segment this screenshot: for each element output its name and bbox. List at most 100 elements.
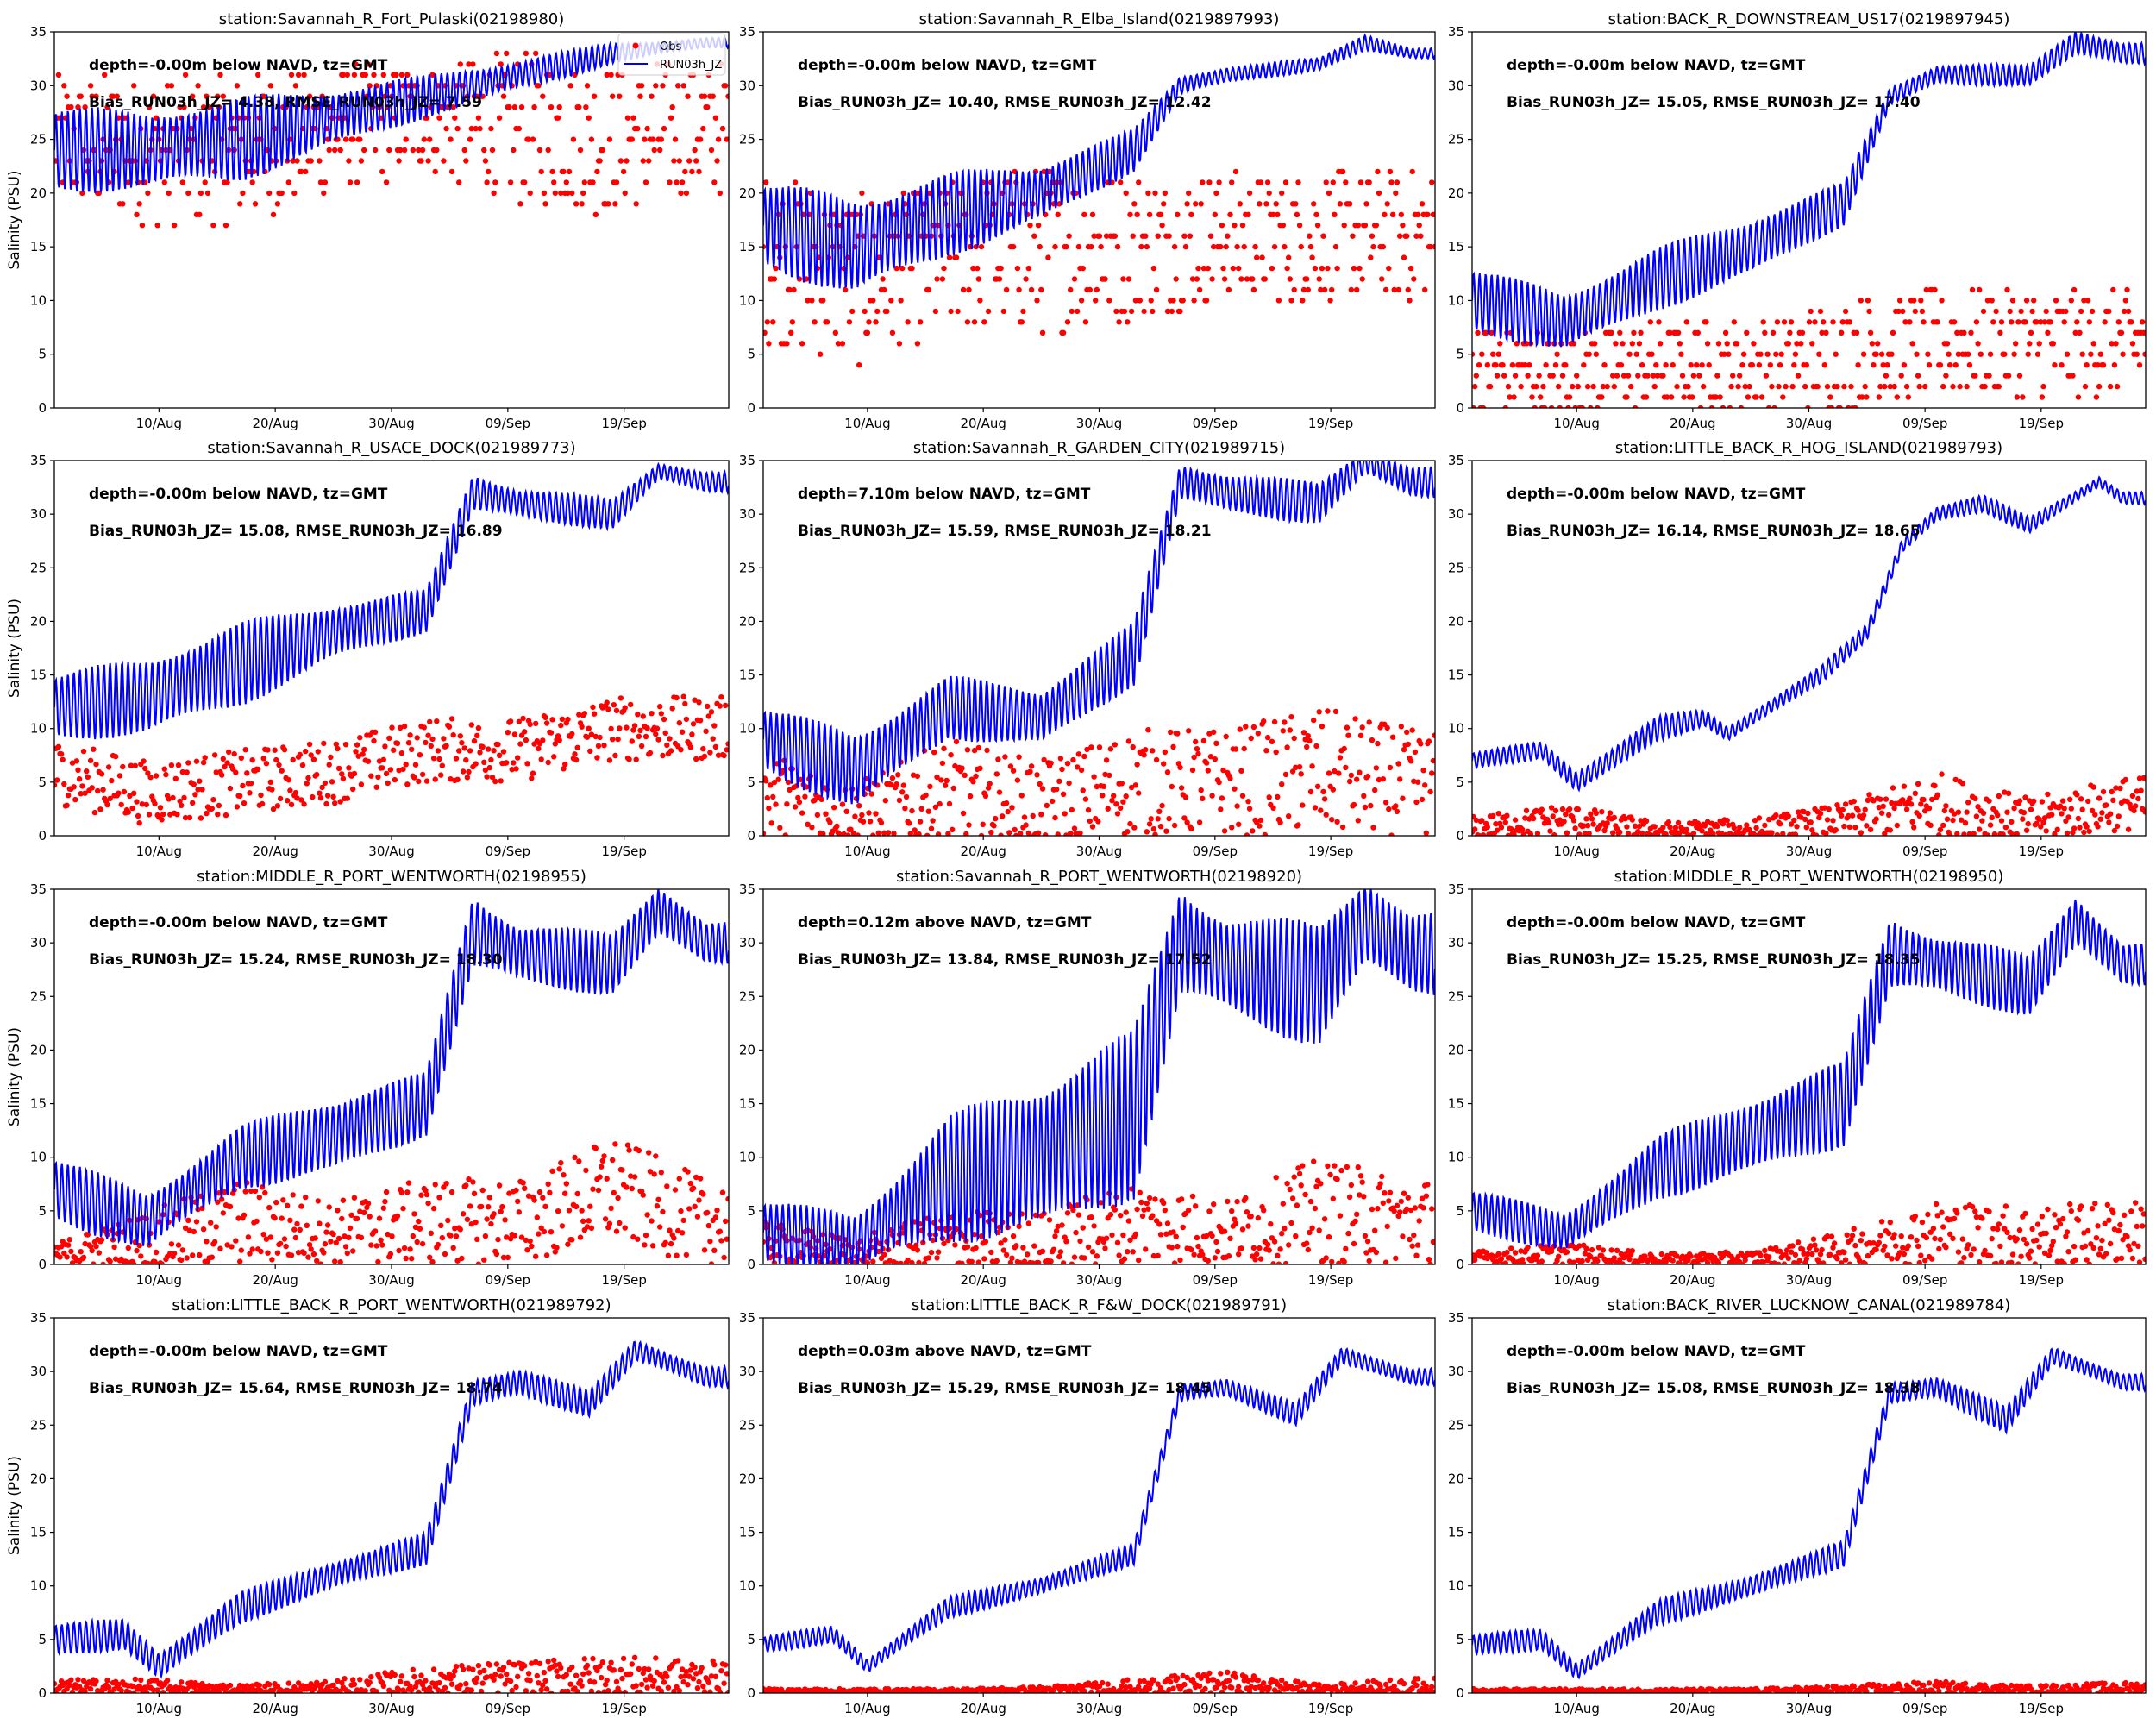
obs-point xyxy=(1941,807,1947,814)
obs-point xyxy=(964,747,971,753)
obs-point xyxy=(1543,362,1549,368)
model-line xyxy=(54,35,729,193)
obs-point xyxy=(577,1234,584,1240)
obs-point xyxy=(138,1253,144,1259)
obs-point xyxy=(724,747,729,753)
obs-point xyxy=(2082,1243,2089,1250)
obs-point xyxy=(179,1257,185,1264)
obs-point xyxy=(881,286,887,293)
obs-point xyxy=(1785,341,1791,347)
obs-point xyxy=(1961,831,1967,836)
obs-point xyxy=(1080,1225,1086,1231)
obs-point xyxy=(1271,1239,1278,1245)
obs-point xyxy=(1583,1245,1589,1251)
obs-point xyxy=(523,737,530,743)
obs-point xyxy=(1500,362,1506,368)
obs-point xyxy=(1903,383,1910,390)
obs-point xyxy=(513,1187,519,1194)
obs-point xyxy=(1539,1258,1545,1264)
obs-point xyxy=(1307,233,1313,239)
obs-point xyxy=(1937,826,1944,833)
model-line xyxy=(763,33,1435,289)
obs-point xyxy=(371,72,377,78)
obs-point xyxy=(1023,1261,1029,1264)
depth-annotation: depth=-0.00m below NAVD, tz=GMT xyxy=(1507,57,1806,74)
obs-point xyxy=(1309,1225,1315,1232)
obs-point xyxy=(657,147,663,154)
obs-point xyxy=(1923,286,1929,293)
obs-point xyxy=(61,83,67,89)
y-tick-label: 0 xyxy=(747,1257,755,1272)
obs-point xyxy=(680,83,686,89)
obs-point xyxy=(80,1254,87,1261)
obs-point xyxy=(80,748,87,755)
obs-point xyxy=(285,777,291,783)
obs-point xyxy=(1756,362,1763,368)
obs-point xyxy=(1411,1232,1417,1239)
obs-point xyxy=(703,728,709,734)
obs-point xyxy=(1389,734,1396,740)
obs-point xyxy=(2134,351,2140,357)
obs-point xyxy=(1909,341,1915,347)
obs-point xyxy=(1806,319,1813,325)
y-tick-label: 0 xyxy=(1456,828,1464,844)
obs-point xyxy=(1867,826,1874,832)
obs-point xyxy=(1018,1260,1024,1264)
obs-point xyxy=(1643,394,1650,400)
x-tick-label: 10/Aug xyxy=(136,844,182,859)
obs-point xyxy=(446,724,453,730)
obs-point xyxy=(696,1197,702,1203)
obs-point xyxy=(1060,1260,1067,1264)
model-line xyxy=(763,461,1435,805)
obs-point xyxy=(2002,1203,2009,1209)
obs-point xyxy=(2053,298,2059,304)
obs-point xyxy=(496,752,503,758)
obs-point xyxy=(1812,319,1818,325)
obs-point xyxy=(1472,405,1476,408)
obs-point xyxy=(213,1224,219,1230)
obs-point xyxy=(168,1241,175,1247)
obs-point xyxy=(903,794,910,800)
obs-point xyxy=(373,1689,379,1693)
obs-point xyxy=(1150,748,1156,754)
obs-point xyxy=(1714,823,1720,830)
y-tick-label: 0 xyxy=(38,1257,47,1272)
obs-point xyxy=(1896,1250,1903,1256)
obs-point xyxy=(1846,824,1853,830)
obs-point xyxy=(796,799,803,806)
obs-point xyxy=(1914,351,1920,357)
obs-point xyxy=(1871,362,1877,368)
obs-point xyxy=(1357,265,1363,272)
obs-point xyxy=(591,93,598,99)
obs-point xyxy=(2036,816,2042,822)
obs-point xyxy=(1905,394,1911,400)
obs-scatter xyxy=(54,693,729,826)
obs-point xyxy=(642,136,648,142)
x-tick-label: 09/Sep xyxy=(1902,1272,1947,1288)
obs-point xyxy=(127,1690,133,1693)
obs-point xyxy=(2059,1215,2066,1222)
obs-point xyxy=(1077,1238,1083,1245)
obs-point xyxy=(1973,1214,1980,1220)
obs-point xyxy=(1173,276,1179,282)
obs-point xyxy=(127,793,133,799)
obs-point xyxy=(1300,1163,1306,1169)
obs-point xyxy=(626,756,632,762)
obs-point xyxy=(1359,724,1365,731)
obs-point xyxy=(143,1689,149,1693)
obs-point xyxy=(2142,1256,2146,1262)
obs-point xyxy=(708,1261,715,1264)
obs-point xyxy=(267,83,273,89)
obs-point xyxy=(723,702,729,709)
obs-point xyxy=(799,341,805,347)
obs-point xyxy=(1010,1233,1017,1239)
obs-point xyxy=(1871,1240,1877,1246)
obs-point xyxy=(244,1683,250,1689)
obs-point xyxy=(1305,286,1312,293)
obs-point xyxy=(1035,1259,1042,1264)
model-line xyxy=(54,461,729,740)
obs-point xyxy=(301,72,307,78)
obs-point xyxy=(427,136,433,142)
